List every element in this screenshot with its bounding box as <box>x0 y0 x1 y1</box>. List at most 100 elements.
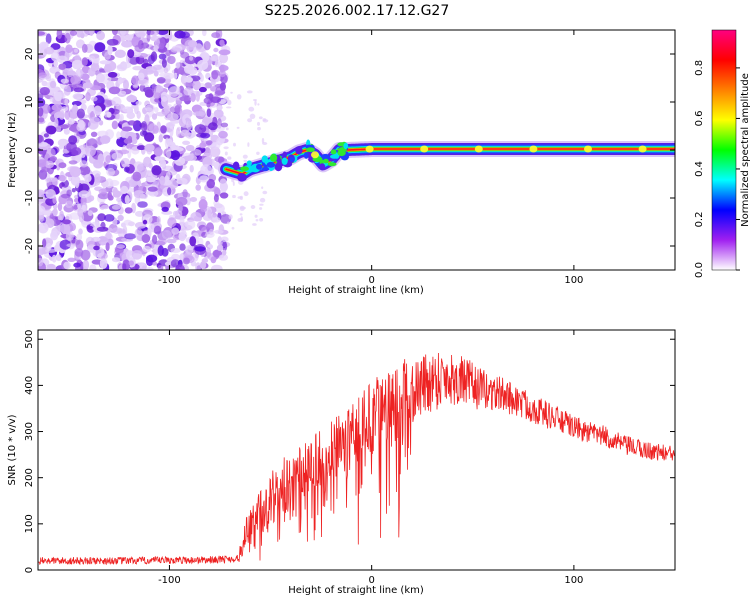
colorbar-gradient <box>711 29 737 271</box>
spectrogram-noise-blob <box>127 147 132 159</box>
spectrogram-noise-blob <box>219 82 226 91</box>
spectrogram-noise-blob <box>154 85 164 93</box>
spectrogram-noise-blob <box>157 264 164 270</box>
spectrogram-noise-blob <box>38 159 47 168</box>
spectrogram-noise-blob <box>132 171 142 182</box>
spectrogram-noise-blob <box>140 121 148 132</box>
spectrogram-noise-blob <box>71 59 84 70</box>
spectrogram-track-blob <box>282 151 287 159</box>
spectrogram-noise-blob <box>199 175 209 183</box>
spectrogram-noise-blob <box>56 55 68 64</box>
spectrogram-noise-blob <box>258 116 263 120</box>
spectrogram-noise-blob <box>51 104 63 112</box>
spectrogram-noise-blob <box>173 72 178 80</box>
spectrogram-noise-blob <box>227 99 232 106</box>
spectrogram-noise-blob <box>248 106 255 112</box>
spectrogram-noise-blob <box>174 210 183 218</box>
spectrogram-noise-blob <box>185 144 195 152</box>
spectrogram-noise-blob <box>119 30 127 36</box>
spectrogram-noise-blob <box>209 146 221 158</box>
spectrogram-noise-blob <box>116 197 122 202</box>
spectrogram-noise-blob <box>167 113 179 121</box>
spectrogram-noise-blob <box>111 96 122 107</box>
spectrogram-noise-blob <box>219 178 227 187</box>
spectrogram-noise-blob <box>206 178 215 189</box>
spectrogram-noise-blob <box>208 122 218 131</box>
spectrogram-track-blob <box>289 156 295 162</box>
spectrogram-noise-blob <box>52 208 58 217</box>
spectrogram-noise-blob <box>257 126 261 131</box>
spectrogram-noise-blob <box>38 117 45 123</box>
spectrogram-noise-blob <box>67 118 75 125</box>
spectrogram-noise-blob <box>171 227 180 235</box>
spectrogram-noise-blob <box>116 112 120 120</box>
spectrogram-noise-blob <box>142 219 148 225</box>
spectrogram-noise-blob <box>41 80 48 87</box>
spectrogram-track-blob <box>261 166 270 172</box>
spectrogram-noise-blob <box>38 205 46 216</box>
spectrogram-noise-blob <box>137 193 148 199</box>
spectrogram-y-label: Frequency (Hz) <box>7 112 18 188</box>
spectrogram-noise-blob <box>207 209 212 219</box>
spectrogram-noise-blob <box>87 210 93 217</box>
spectrogram-noise-blob <box>161 58 167 68</box>
spectrogram-noise-blob <box>105 178 114 189</box>
spectrogram-noise-blob <box>205 140 213 146</box>
spectrogram-noise-blob <box>178 231 186 242</box>
spectrogram-noise-blob <box>105 231 112 240</box>
spectrogram-noise-blob <box>118 149 130 155</box>
spectrogram-noise-blob <box>78 228 83 235</box>
spectrogram-noise-blob <box>189 164 194 173</box>
spectrogram-noise-blob <box>98 236 109 246</box>
spectrogram-noise-blob <box>190 92 196 103</box>
snr-y-tick-label: 200 <box>24 468 35 487</box>
spectrogram-noise-blob <box>262 190 268 195</box>
snr-y-tick-label: 400 <box>24 376 35 395</box>
spectrogram-noise-blob <box>132 66 143 71</box>
spectrogram-noise-blob <box>185 219 196 230</box>
spectrogram-noise-blob <box>202 30 207 37</box>
spectrogram-noise-blob <box>121 126 133 132</box>
spectrogram-noise-blob <box>45 73 52 82</box>
spectrogram-noise-blob <box>156 30 169 35</box>
spectrogram-noise-blob <box>197 59 209 71</box>
spectrogram-noise-blob <box>152 125 159 134</box>
spectrogram-noise-blob <box>232 194 236 199</box>
spectrogram-noise-blob <box>144 143 155 152</box>
spectrogram-track-peak <box>584 145 592 153</box>
spectrogram-noise-blob <box>69 30 77 36</box>
spectrogram-noise-blob <box>46 125 57 135</box>
spectrogram-noise-blob <box>139 130 148 137</box>
spectrogram-noise-blob <box>128 260 134 266</box>
spectrogram-noise-blob <box>236 126 240 129</box>
spectrogram-noise-blob <box>45 189 56 199</box>
colorbar-tick-label: 0.8 <box>694 60 705 76</box>
spectrogram-noise-blob <box>151 261 158 266</box>
spectrogram-noise-blob <box>216 244 224 251</box>
spectrogram-noise-blob <box>249 113 256 120</box>
colorbar-tick-label: 0.0 <box>694 262 705 278</box>
spectrogram-noise-blob <box>62 219 71 225</box>
spectrogram-noise-blob <box>170 47 182 53</box>
spectrogram-noise-blob <box>78 212 85 223</box>
spectrogram-noise-blob <box>213 194 219 203</box>
spectrogram-noise-blob <box>259 197 266 203</box>
spectrogram-noise-blob <box>146 254 158 263</box>
spectrogram-noise-blob <box>56 30 63 40</box>
spectrogram-noise-blob <box>212 217 221 223</box>
spectrogram-noise-blob <box>161 230 172 240</box>
spectrogram-noise-blob <box>81 57 88 66</box>
spectrogram-noise-blob <box>153 147 163 157</box>
spectrogram-noise-blob <box>167 55 176 65</box>
spectrogram-noise-blob <box>41 103 51 114</box>
spectrogram-noise-blob <box>219 39 225 47</box>
spectrogram-noise-blob <box>66 243 78 248</box>
spectrogram-noise-blob <box>120 185 129 194</box>
spectrogram-noise-blob <box>163 134 171 140</box>
spectrogram-noise-blob <box>59 223 71 234</box>
spectrogram-noise-blob <box>183 87 194 96</box>
spectrogram-noise-blob <box>153 92 161 99</box>
spectrogram-noise-blob <box>91 96 98 102</box>
spectrogram-noise-blob <box>151 113 158 120</box>
spectrogram-noise-blob <box>111 204 121 210</box>
